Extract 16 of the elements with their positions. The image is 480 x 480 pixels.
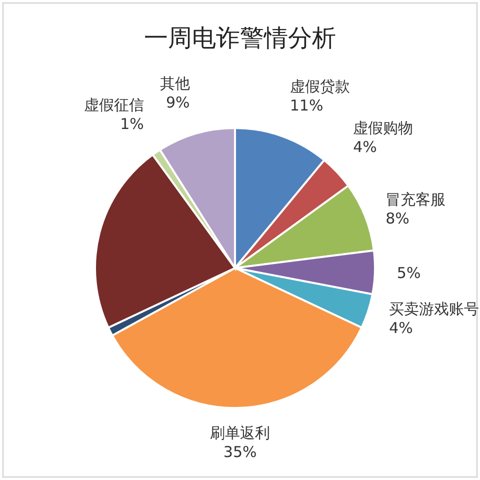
slice-label: 虚假贷款 [290,78,350,96]
chart-title: 一周电诈警情分析 [144,24,336,52]
data-label: 9% [166,93,190,112]
slice-label: 虚假征信 [84,96,144,114]
data-label: 5% [396,264,421,282]
data-label: 4% [353,138,377,156]
data-label: 8% [386,209,410,228]
slice-label: 刷单返利 [210,424,270,442]
data-label: 35% [223,442,257,461]
data-label: 11% [290,96,324,115]
slice-label: 其他 [160,74,190,92]
slice-label: 冒充客服 [386,190,446,208]
slice-label: 虚假购物 [353,119,414,138]
slice-label: 买卖游戏账号 [389,300,480,318]
data-label: 4% [389,319,413,338]
data-label: 1% [120,115,144,134]
